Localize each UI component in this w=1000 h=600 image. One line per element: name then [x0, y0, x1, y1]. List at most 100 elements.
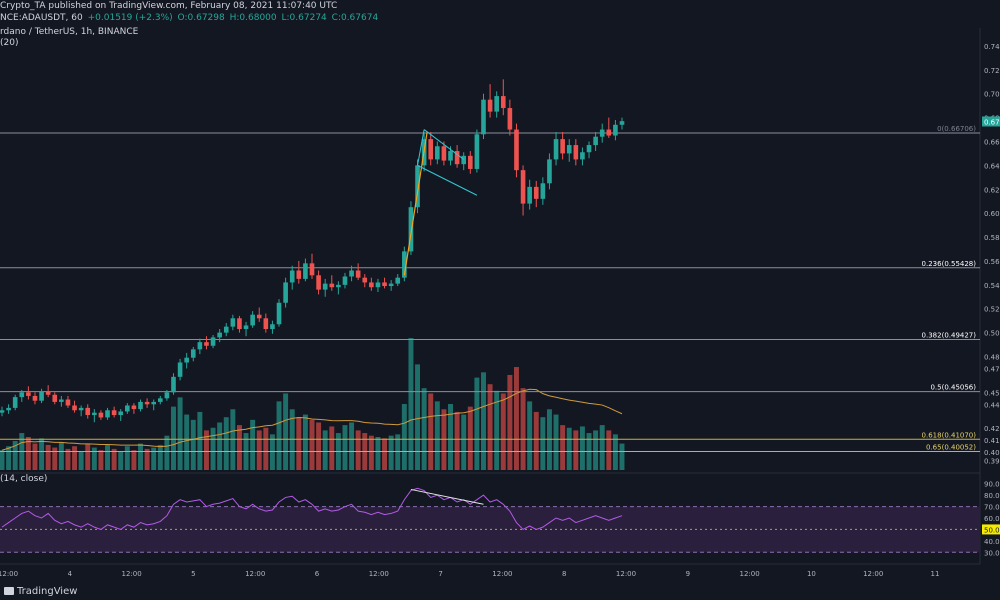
volume-bar — [309, 419, 315, 470]
candle-body — [500, 96, 506, 109]
time-tick-label: 12:00 — [122, 570, 142, 578]
volume-bar — [500, 393, 506, 470]
volume-bar — [415, 364, 421, 470]
price-tick-label: 0.700 — [984, 91, 1000, 99]
volume-bar — [533, 411, 539, 470]
tradingview-watermark: TradingView — [4, 586, 77, 597]
candle-body — [481, 99, 486, 135]
fib-label: 0.382(0.49427) — [922, 331, 977, 339]
time-tick-label: 12:00 — [492, 570, 512, 578]
rsi-label: (14, close) — [0, 474, 48, 484]
volume-bar — [58, 442, 64, 470]
volume-bar — [520, 388, 526, 470]
candle-body — [243, 325, 249, 330]
candle-body — [65, 399, 71, 406]
candle-body — [230, 318, 236, 327]
candle-body — [441, 146, 447, 161]
rsi-divergence-line — [410, 488, 484, 505]
time-tick-label: 10 — [807, 570, 816, 578]
candle-body — [461, 155, 467, 165]
candle-body — [520, 170, 526, 204]
candle-body — [111, 410, 117, 416]
candle-body — [527, 186, 532, 204]
volume-bar — [118, 451, 124, 470]
candle-body — [467, 155, 473, 169]
ohlc-change: +0.01519 (+2.3%) — [87, 13, 173, 23]
volume-bar — [599, 425, 605, 470]
volume-bar — [111, 448, 117, 470]
volume-bar — [131, 450, 137, 470]
candle-body — [26, 392, 31, 396]
ohlc-high: H:0.68000 — [229, 13, 277, 23]
volume-bar — [395, 434, 401, 470]
volume-bar — [138, 443, 143, 470]
ohlc-line: NCE:ADAUSDT, 60 +0.01519 (+2.3%) O:0.672… — [0, 13, 380, 23]
candle-body — [362, 277, 368, 283]
volume-bar — [382, 438, 388, 470]
candle-body — [6, 407, 11, 411]
volume-bar — [593, 430, 599, 470]
time-tick-label: 12:00 — [369, 570, 389, 578]
volume-bar — [579, 426, 585, 470]
candle-body — [105, 410, 110, 418]
volume-bar — [375, 437, 381, 470]
price-tick-label: 0.410 — [984, 437, 1000, 445]
candle-body — [435, 146, 440, 160]
volume-bar — [368, 435, 374, 470]
volume-bar — [223, 417, 229, 470]
time-tick-label: 12:00 — [616, 570, 636, 578]
price-tick-label: 0.720 — [984, 67, 1000, 75]
rsi-tick-label: 70.00 — [984, 504, 1000, 512]
time-tick-label: 11 — [931, 570, 940, 578]
candle-body — [98, 412, 104, 418]
candle-body — [566, 145, 572, 154]
volume-bar — [151, 447, 157, 470]
rsi-tick-label: 60.00 — [984, 515, 1000, 523]
price-tick-label: 0.540 — [984, 282, 1000, 290]
price-tick-label: 0.640 — [984, 162, 1000, 170]
volume-bar — [573, 430, 579, 470]
volume-bar — [349, 422, 355, 470]
volume-bar — [157, 444, 163, 470]
candle-body — [560, 139, 565, 154]
volume-bar — [177, 397, 183, 470]
volume-bar — [619, 443, 625, 470]
candle-body — [540, 183, 546, 199]
candle-body — [494, 96, 499, 112]
volume-bar — [144, 448, 150, 470]
time-tick-label: 12:00 — [245, 570, 265, 578]
fib-label: 0.5(0.45056) — [930, 384, 976, 392]
candle-body — [250, 314, 255, 326]
fib-label: 0.65(0.40052) — [926, 443, 976, 451]
candle-body — [329, 283, 335, 288]
volume-bar — [105, 444, 111, 470]
candle-body — [72, 405, 77, 411]
candle-body — [19, 392, 25, 398]
tradingview-logo-icon — [4, 587, 14, 595]
candle-body — [322, 283, 328, 290]
candle-body — [184, 357, 189, 363]
volume-bar — [513, 367, 519, 470]
volume-bar — [256, 430, 262, 470]
rsi-tick-label: 30.00 — [984, 549, 1000, 557]
candle-body — [151, 401, 157, 405]
volume-bar — [52, 447, 58, 470]
candle-body — [223, 326, 229, 333]
volume-bar — [507, 374, 513, 470]
time-tick-label: 8 — [562, 570, 566, 578]
flag-lower-line — [417, 164, 478, 196]
ohlc-symbol: NCE:ADAUSDT, 60 — [0, 13, 83, 23]
candle-body — [507, 108, 513, 130]
candle-body — [474, 134, 480, 169]
volume-bar — [39, 438, 45, 470]
price-tick-label: 0.600 — [984, 210, 1000, 218]
time-tick-label: 9 — [686, 570, 690, 578]
price-tick-label: 0.620 — [984, 186, 1000, 194]
candle-body — [613, 124, 618, 136]
volume-bar — [540, 417, 546, 470]
candle-body — [0, 410, 5, 413]
candle-body — [85, 407, 91, 416]
volume-bar — [612, 434, 618, 470]
volume-bar — [164, 435, 170, 470]
ohlc-low: L:0.67274 — [281, 13, 327, 23]
